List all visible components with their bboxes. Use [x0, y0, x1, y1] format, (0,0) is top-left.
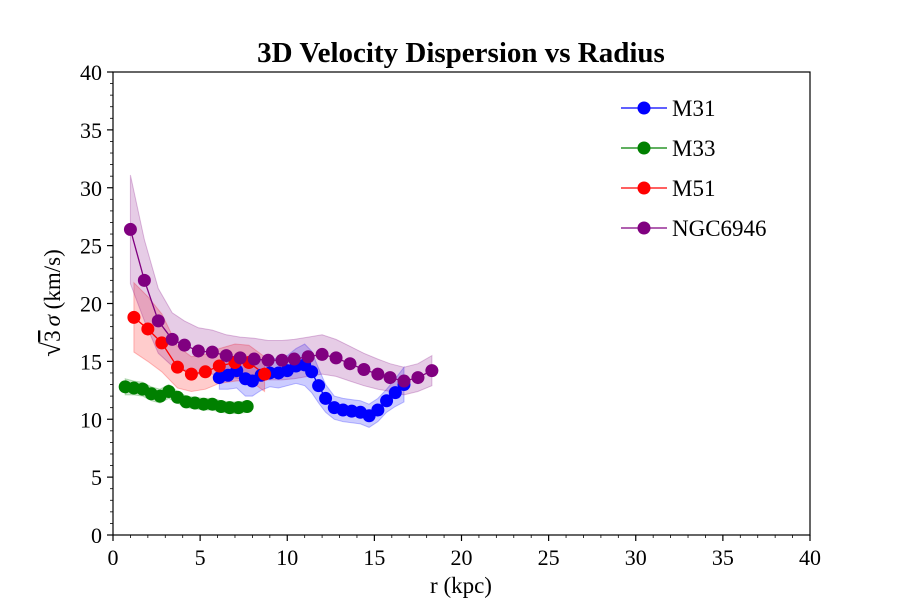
- y-axis-label-sigma: σ: [40, 313, 65, 326]
- legend-label-ngc6946: NGC6946: [672, 216, 767, 241]
- data-point-ngc6946: [371, 367, 385, 381]
- y-tick-label: 40: [80, 60, 102, 85]
- data-point-ngc6946: [301, 350, 315, 364]
- y-tick-label: 5: [91, 465, 102, 490]
- y-axis-ticks: 0 5 10 15 20 25 30 35 40: [80, 60, 113, 548]
- legend: M31 M33 M51 NGC6946: [621, 96, 767, 241]
- y-axis-label-radicand: 3: [40, 330, 65, 342]
- data-point-m51: [198, 365, 212, 379]
- data-point-m51: [127, 310, 141, 324]
- data-point-ngc6946: [261, 353, 275, 367]
- y-tick-label: 30: [80, 176, 102, 201]
- data-point-ngc6946: [357, 362, 371, 376]
- y-tick-label: 0: [91, 523, 102, 548]
- data-point-ngc6946: [343, 357, 357, 371]
- data-point-ngc6946: [137, 273, 151, 287]
- y-axis-label: √3 σ (km/s): [36, 249, 66, 356]
- data-point-m31: [380, 394, 394, 408]
- data-point-ngc6946: [275, 353, 289, 367]
- data-point-m31: [388, 386, 402, 400]
- svg-text:√3σ (km/s): √3 σ (km/s): [36, 249, 66, 356]
- y-tick-label: 15: [80, 349, 102, 374]
- y-axis-label-unit: (km/s): [40, 249, 65, 315]
- x-tick-label: 5: [195, 545, 206, 570]
- data-point-ngc6946: [233, 351, 247, 365]
- data-point-ngc6946: [205, 345, 219, 359]
- y-axis-label-root: √: [36, 342, 66, 357]
- x-tick-label: 10: [276, 545, 298, 570]
- data-point-ngc6946: [123, 222, 137, 236]
- data-point-m51: [155, 336, 169, 350]
- data-point-m51: [141, 322, 155, 336]
- y-tick-label: 25: [80, 234, 102, 259]
- data-point-m51: [184, 367, 198, 381]
- data-point-ngc6946: [383, 371, 397, 385]
- x-axis-ticks: 0 5 10 15 20 25 30 35 40: [108, 535, 821, 570]
- legend-marker-m51: [637, 181, 651, 195]
- data-point-m31: [305, 365, 319, 379]
- chart-title: 3D Velocity Dispersion vs Radius: [257, 37, 665, 69]
- data-point-m31: [319, 391, 333, 405]
- data-point-ngc6946: [177, 338, 191, 352]
- legend-marker-ngc6946: [637, 221, 651, 235]
- data-point-ngc6946: [315, 347, 329, 361]
- x-tick-label: 15: [363, 545, 385, 570]
- data-point-m31: [312, 379, 326, 393]
- data-point-ngc6946: [247, 352, 261, 366]
- data-point-ngc6946: [397, 374, 411, 388]
- legend-marker-m33: [637, 141, 651, 155]
- data-point-ngc6946: [411, 371, 425, 385]
- data-point-m51: [170, 360, 184, 374]
- data-point-ngc6946: [287, 352, 301, 366]
- x-tick-label: 25: [538, 545, 560, 570]
- x-tick-label: 40: [799, 545, 821, 570]
- data-point-ngc6946: [165, 332, 179, 346]
- data-point-ngc6946: [151, 314, 165, 328]
- data-point-m33: [240, 400, 254, 414]
- data-point-ngc6946: [425, 364, 439, 378]
- y-tick-label: 10: [80, 407, 102, 432]
- data-point-m51: [258, 367, 272, 381]
- y-tick-label: 35: [80, 118, 102, 143]
- data-point-ngc6946: [329, 351, 343, 365]
- x-axis-label: r (kpc): [430, 573, 492, 598]
- x-tick-label: 35: [712, 545, 734, 570]
- legend-label-m33: M33: [672, 136, 715, 161]
- data-point-ngc6946: [191, 344, 205, 358]
- data-point-m51: [212, 359, 226, 373]
- series-markers: [118, 222, 439, 423]
- legend-label-m51: M51: [672, 176, 715, 201]
- x-tick-label: 0: [108, 545, 119, 570]
- x-tick-label: 20: [451, 545, 473, 570]
- legend-label-m31: M31: [672, 96, 715, 121]
- legend-marker-m31: [637, 101, 651, 115]
- data-point-m31: [371, 403, 385, 417]
- y-tick-label: 20: [80, 292, 102, 317]
- x-tick-label: 30: [625, 545, 647, 570]
- data-point-ngc6946: [219, 349, 233, 363]
